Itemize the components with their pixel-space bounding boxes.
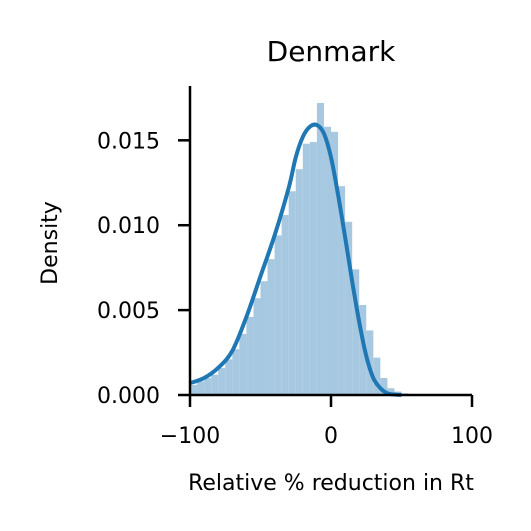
histogram-bar [225, 359, 233, 395]
histogram-bar [331, 131, 339, 395]
x-tick-label: 100 [451, 424, 493, 449]
y-tick-label: 0.005 [97, 299, 160, 324]
histogram-bar [190, 384, 198, 395]
y-tick-label: 0.010 [97, 214, 160, 239]
histogram-bar [218, 367, 226, 395]
x-tick-label: −100 [160, 424, 220, 449]
histogram-bar [288, 191, 296, 395]
histogram-bar [302, 143, 310, 395]
histogram-bar [295, 169, 303, 395]
y-axis-ticks: 0.000 0.005 0.010 0.015 [97, 129, 190, 409]
histogram-bar [197, 381, 205, 395]
histogram-bar [260, 281, 268, 395]
histogram-bars [190, 102, 423, 395]
histogram-bar [316, 102, 324, 395]
kde-curve [189, 122, 402, 397]
histogram-bar [373, 357, 381, 395]
histogram-bar [246, 316, 254, 395]
histogram-bar [345, 221, 353, 395]
chart-title: Denmark [267, 35, 396, 68]
histogram-bar [253, 298, 261, 395]
histogram-bar [211, 374, 219, 395]
histogram-bar [281, 215, 289, 395]
histogram-bar [323, 126, 331, 395]
histogram-bar [204, 378, 212, 395]
y-tick-label: 0.000 [97, 384, 160, 409]
y-tick-label: 0.015 [97, 129, 160, 154]
histogram-bar [274, 235, 282, 395]
histogram-bar [380, 378, 388, 395]
x-tick-label: 0 [324, 424, 338, 449]
histogram-bar [267, 259, 275, 395]
y-axis-label: Density [38, 201, 63, 285]
histogram-bar [338, 186, 346, 395]
histogram-bar [239, 333, 247, 395]
histogram-bar [387, 388, 395, 395]
histogram-bar [309, 142, 317, 395]
histogram-bar [359, 305, 367, 395]
x-axis-label: Relative % reduction in Rt [188, 471, 474, 496]
x-axis-ticks: −100 0 100 [160, 395, 493, 449]
histogram-bar [352, 269, 360, 395]
histogram-bar [232, 349, 240, 395]
